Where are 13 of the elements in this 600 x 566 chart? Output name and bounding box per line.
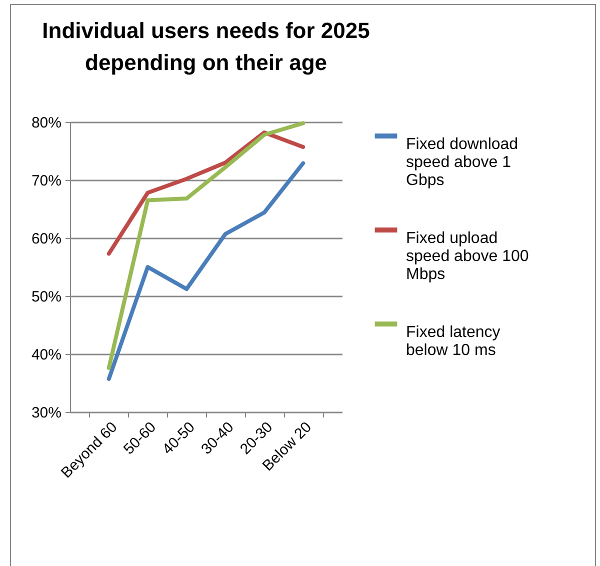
legend-label: Fixed download speed above 1 Gbps (406, 136, 518, 189)
y-tick-label: 80% (31, 114, 62, 132)
line-series (106, 161, 306, 381)
legend-label: Fixed upload speed above 100 Mbps (406, 230, 529, 283)
line-series (106, 121, 306, 370)
y-tick-label: 50% (31, 288, 62, 306)
y-tick-label: 60% (31, 230, 62, 248)
legend-label: Fixed latency below 10 ms (406, 324, 500, 359)
line-series (106, 130, 306, 256)
chart-title: Individual users needs for 2025 depending on their age (42, 18, 370, 75)
y-tick-label: 30% (31, 404, 62, 422)
y-tick-label: 40% (31, 346, 62, 364)
y-tick-label: 70% (31, 172, 62, 190)
